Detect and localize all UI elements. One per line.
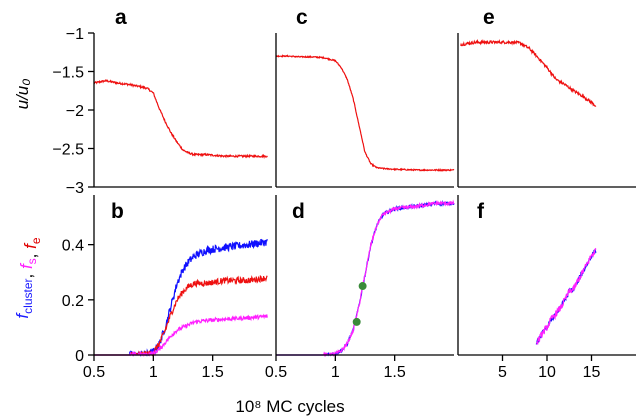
xtick-label-f: 5 xyxy=(498,364,507,381)
series-d-blue xyxy=(276,199,455,357)
ytick-label-a: −3 xyxy=(66,180,84,197)
x-axis-title: 10⁸ MC cycles xyxy=(235,397,344,416)
xtick-label-f: 15 xyxy=(583,364,601,381)
xtick-label-d: 1 xyxy=(331,364,340,381)
ytick-label-b: 0.2 xyxy=(62,293,84,310)
y-label-sub-0: cluster xyxy=(21,278,35,313)
x-axis-title-text: 10⁸ MC cycles xyxy=(235,397,344,416)
panel-a: −1 −1.5 −2 −2.5 −3 a xyxy=(52,6,272,197)
panel-letter-b: b xyxy=(111,200,124,223)
panel-letter-c: c xyxy=(296,6,308,29)
ytick-label-b: 0 xyxy=(75,348,84,365)
panel-letter-f: f xyxy=(477,200,485,223)
xtick-label-b: 0.5 xyxy=(83,364,105,381)
panel-letter-a: a xyxy=(115,6,127,29)
panel-b: 0 0.2 0.4 0.5 1 1.5 b xyxy=(62,195,272,381)
xtick-label-b: 1 xyxy=(149,364,158,381)
panel-letter-d: d xyxy=(292,200,305,223)
series-b-red xyxy=(94,274,268,358)
y-label-part-2: f xyxy=(17,262,36,269)
series-a-red xyxy=(93,79,268,159)
y-label-sub-4: e xyxy=(29,237,43,244)
xtick-label-d: 1.5 xyxy=(384,364,406,381)
series-f-magenta xyxy=(536,247,597,345)
series-b-blue xyxy=(94,238,268,357)
marker-d-1 xyxy=(358,282,367,291)
y-label-sub-2: s xyxy=(25,258,39,264)
y-label-part-3: , xyxy=(21,249,40,258)
ytick-label-a: −2.5 xyxy=(52,142,84,159)
series-d-magenta xyxy=(276,199,455,358)
y-axis-title-top: u/u₀ xyxy=(13,79,32,110)
panel-e: e xyxy=(457,6,636,188)
xtick-label-d: 0.5 xyxy=(265,364,287,381)
panel-f: 5 10 15 f xyxy=(457,195,636,381)
y-label-part-4: f xyxy=(21,242,40,249)
panels: −1 −1.5 −2 −2.5 −3 a c e 0 0.2 0.4 0.5 1 1.5 b 0.5 1 1.5 d… xyxy=(52,6,636,381)
xtick-label-b: 1.5 xyxy=(202,364,224,381)
series-b-magenta xyxy=(94,313,268,358)
marker-d-0 xyxy=(352,317,361,326)
y-label-part-1: , xyxy=(17,269,36,278)
xtick-label-f: 10 xyxy=(538,364,556,381)
ytick-label-a: −2 xyxy=(66,103,84,120)
panel-letter-e: e xyxy=(483,6,495,29)
panel-c: c xyxy=(275,6,455,188)
ytick-label-b: 0.4 xyxy=(62,238,84,255)
panel-d: 0.5 1 1.5 d xyxy=(265,195,455,381)
y-axis-title-top-text: u/u₀ xyxy=(13,79,32,110)
series-e-red xyxy=(460,38,597,107)
ytick-label-a: −1.5 xyxy=(52,65,84,82)
series-c-red xyxy=(275,54,455,172)
y-label-part-0: f xyxy=(13,312,32,319)
ytick-label-a: −1 xyxy=(66,26,84,43)
y-axis-title-bottom: fcluster, fs, fe xyxy=(13,237,43,318)
